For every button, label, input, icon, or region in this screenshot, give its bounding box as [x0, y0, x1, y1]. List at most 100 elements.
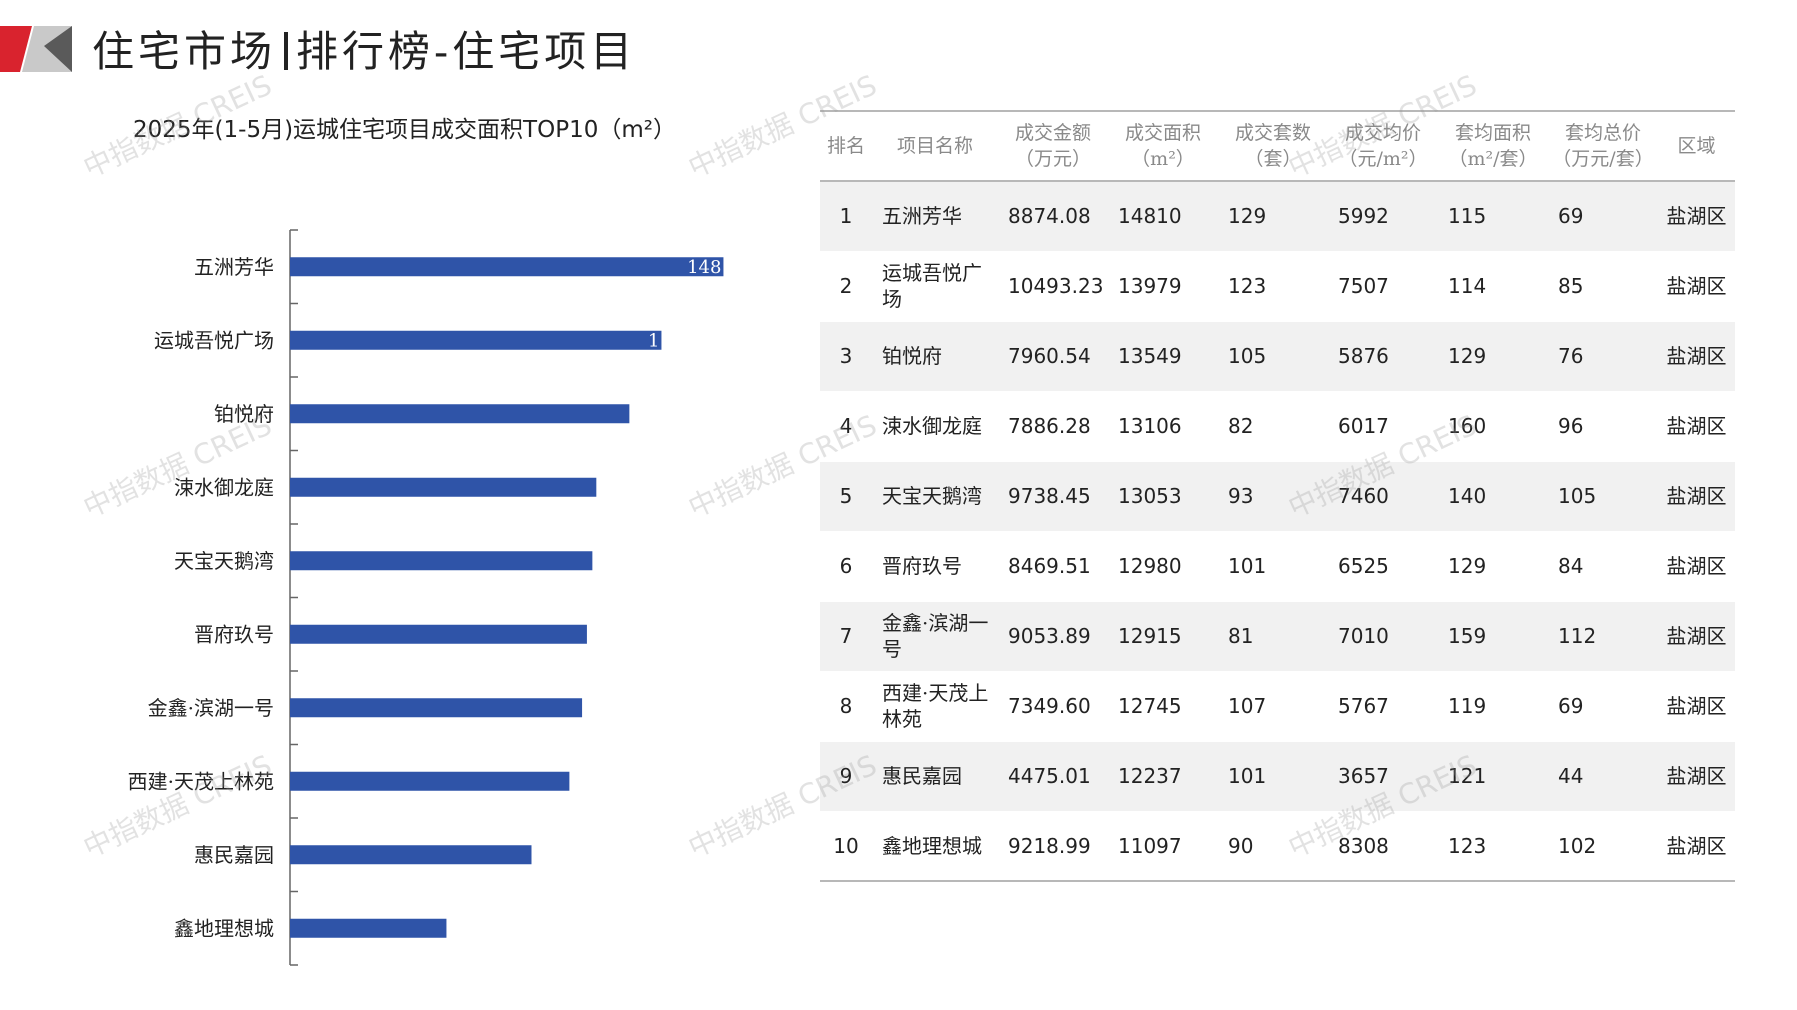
bar: [290, 624, 587, 644]
table-cell-amount: 7886.28: [998, 391, 1108, 462]
chart-title: 2025年(1-5月)运城住宅项目成交面积TOP10（m²）: [133, 117, 676, 143]
bar: [290, 845, 532, 865]
table-cell-area: 12915: [1108, 601, 1218, 672]
category-label: 运城吾悦广场: [154, 328, 274, 352]
page-title-subsection: 排行榜-住宅项目: [296, 27, 637, 76]
table-cell-avg-area: 114: [1438, 251, 1548, 322]
table-header-unit: （m²）: [1131, 148, 1195, 170]
page-title: 住宅市场 排行榜-住宅项目: [92, 18, 636, 79]
table-cell-name: 运城吾悦广场: [872, 251, 998, 322]
table-cell-rank: 2: [820, 251, 872, 322]
table-cell-area: 12237: [1108, 741, 1218, 812]
table-cell-avg-total: 84: [1548, 531, 1658, 602]
table-cell-area: 12980: [1108, 531, 1218, 602]
table-cell-area: 11097: [1108, 811, 1218, 882]
table-cell-avg-area: 123: [1438, 811, 1548, 882]
table-cell-units: 90: [1218, 811, 1328, 882]
table-cell-units: 82: [1218, 391, 1328, 462]
table-cell-region: 盐湖区: [1658, 601, 1735, 672]
table-cell-units: 105: [1218, 321, 1328, 392]
table-cell-price: 6017: [1328, 391, 1438, 462]
table-cell-price: 8308: [1328, 811, 1438, 882]
data-label: 1: [648, 330, 659, 351]
table-cell-area: 13053: [1108, 461, 1218, 532]
table-cell-avg-total: 85: [1548, 251, 1658, 322]
table-cell-amount: 8874.08: [998, 181, 1108, 252]
table-cell-region: 盐湖区: [1658, 811, 1735, 882]
table-header-unit: （m²/套）: [1448, 148, 1538, 170]
table-cell-name: 金鑫·滨湖一号: [872, 601, 998, 672]
table-header-cell: 排名: [820, 111, 872, 181]
table-cell-region: 盐湖区: [1658, 671, 1735, 742]
table-cell-avg-area: 119: [1438, 671, 1548, 742]
table-row: 2 运城吾悦广场 10493.23 13979 123 7507 114 85 盐湖区: [820, 251, 1735, 322]
table-header-unit: （万元/套）: [1552, 148, 1654, 170]
table-cell-price: 5767: [1328, 671, 1438, 742]
table-cell-region: 盐湖区: [1658, 391, 1735, 462]
bar: [290, 698, 583, 718]
table-cell-amount: 8469.51: [998, 531, 1108, 602]
bar: [290, 330, 662, 350]
table-cell-price: 7507: [1328, 251, 1438, 322]
table-cell-region: 盐湖区: [1658, 531, 1735, 602]
table-cell-region: 盐湖区: [1658, 181, 1735, 252]
table-header-label: 套均面积: [1454, 122, 1531, 144]
table-cell-avg-total: 76: [1548, 321, 1658, 392]
table-header-cell: 区域: [1658, 111, 1735, 181]
table-cell-avg-area: 159: [1438, 601, 1548, 672]
table-cell-units: 101: [1218, 741, 1328, 812]
table-row: 10 鑫地理想城 9218.99 11097 90 8308 123 102 盐湖区: [820, 811, 1735, 882]
data-label: 148: [687, 257, 721, 278]
table-header-label: 成交金额: [1014, 122, 1091, 144]
table-cell-rank: 6: [820, 531, 872, 602]
page-title-section: 住宅市场: [92, 27, 277, 76]
table-cell-avg-area: 129: [1438, 531, 1548, 602]
bar: [290, 477, 597, 497]
table-row: 7 金鑫·滨湖一号 9053.89 12915 81 7010 159 112 盐湖区: [820, 601, 1735, 672]
table-header-label: 项目名称: [896, 135, 973, 157]
ranking-table-container: 排名 项目名称 成交金额 （万元） 成交面积 （m²） 成交套数 （套） 成交均价 （元/m²） 套…: [820, 110, 1735, 882]
table-cell-units: 101: [1218, 531, 1328, 602]
table-row: 4 涑水御龙庭 7886.28 13106 82 6017 160 96 盐湖区: [820, 391, 1735, 462]
table-cell-region: 盐湖区: [1658, 321, 1735, 392]
table-header-cell: 成交均价 （元/m²）: [1328, 111, 1438, 181]
table-cell-price: 7010: [1328, 601, 1438, 672]
table-cell-units: 107: [1218, 671, 1328, 742]
table-cell-region: 盐湖区: [1658, 251, 1735, 322]
category-label: 涑水御龙庭: [174, 475, 274, 499]
table-header-label: 区域: [1677, 135, 1716, 157]
bar-chart: 五洲芳华 148 运城吾悦广场 1 铂悦府涑水御龙庭天宝天鹅湾晋府玖号金鑫·滨湖一号西建…: [128, 229, 724, 966]
table-cell-price: 5876: [1328, 321, 1438, 392]
bar: [290, 404, 630, 424]
category-label: 惠民嘉园: [194, 843, 274, 867]
table-header-row: 排名 项目名称 成交金额 （万元） 成交面积 （m²） 成交套数 （套） 成交均价 （元/m²） 套…: [820, 111, 1735, 181]
page-header: 住宅市场 排行榜-住宅项目: [0, 0, 1797, 80]
table-header-label: 套均总价: [1564, 122, 1641, 144]
table-body: 1 五洲芳华 8874.08 14810 129 5992 115 69 盐湖区 2 运城吾悦广场 1…: [820, 181, 1735, 882]
table-row: 9 惠民嘉园 4475.01 12237 101 3657 121 44 盐湖区: [820, 741, 1735, 812]
table-row: 5 天宝天鹅湾 9738.45 13053 93 7460 140 105 盐湖区: [820, 461, 1735, 532]
table-header-cell: 套均面积 （m²/套）: [1438, 111, 1548, 181]
table-header-unit: （元/m²）: [1338, 148, 1428, 170]
table-cell-area: 14810: [1108, 181, 1218, 252]
table-cell-region: 盐湖区: [1658, 461, 1735, 532]
table-cell-amount: 10493.23: [998, 251, 1108, 322]
table-cell-avg-area: 115: [1438, 181, 1548, 252]
table-cell-avg-area: 121: [1438, 741, 1548, 812]
table-cell-units: 129: [1218, 181, 1328, 252]
table-cell-rank: 8: [820, 671, 872, 742]
table-header-unit: （万元）: [1014, 148, 1091, 170]
table-cell-amount: 9053.89: [998, 601, 1108, 672]
table-cell-avg-total: 105: [1548, 461, 1658, 532]
table-cell-region: 盐湖区: [1658, 741, 1735, 812]
table-row: 6 晋府玖号 8469.51 12980 101 6525 129 84 盐湖区: [820, 531, 1735, 602]
table-cell-area: 13549: [1108, 321, 1218, 392]
table-header-label: 成交套数: [1234, 122, 1311, 144]
table-cell-rank: 7: [820, 601, 872, 672]
table-cell-rank: 10: [820, 811, 872, 882]
table-cell-area: 13106: [1108, 391, 1218, 462]
table-cell-rank: 3: [820, 321, 872, 392]
table-cell-amount: 7960.54: [998, 321, 1108, 392]
bar: [290, 918, 447, 938]
table-header-cell: 项目名称: [872, 111, 998, 181]
